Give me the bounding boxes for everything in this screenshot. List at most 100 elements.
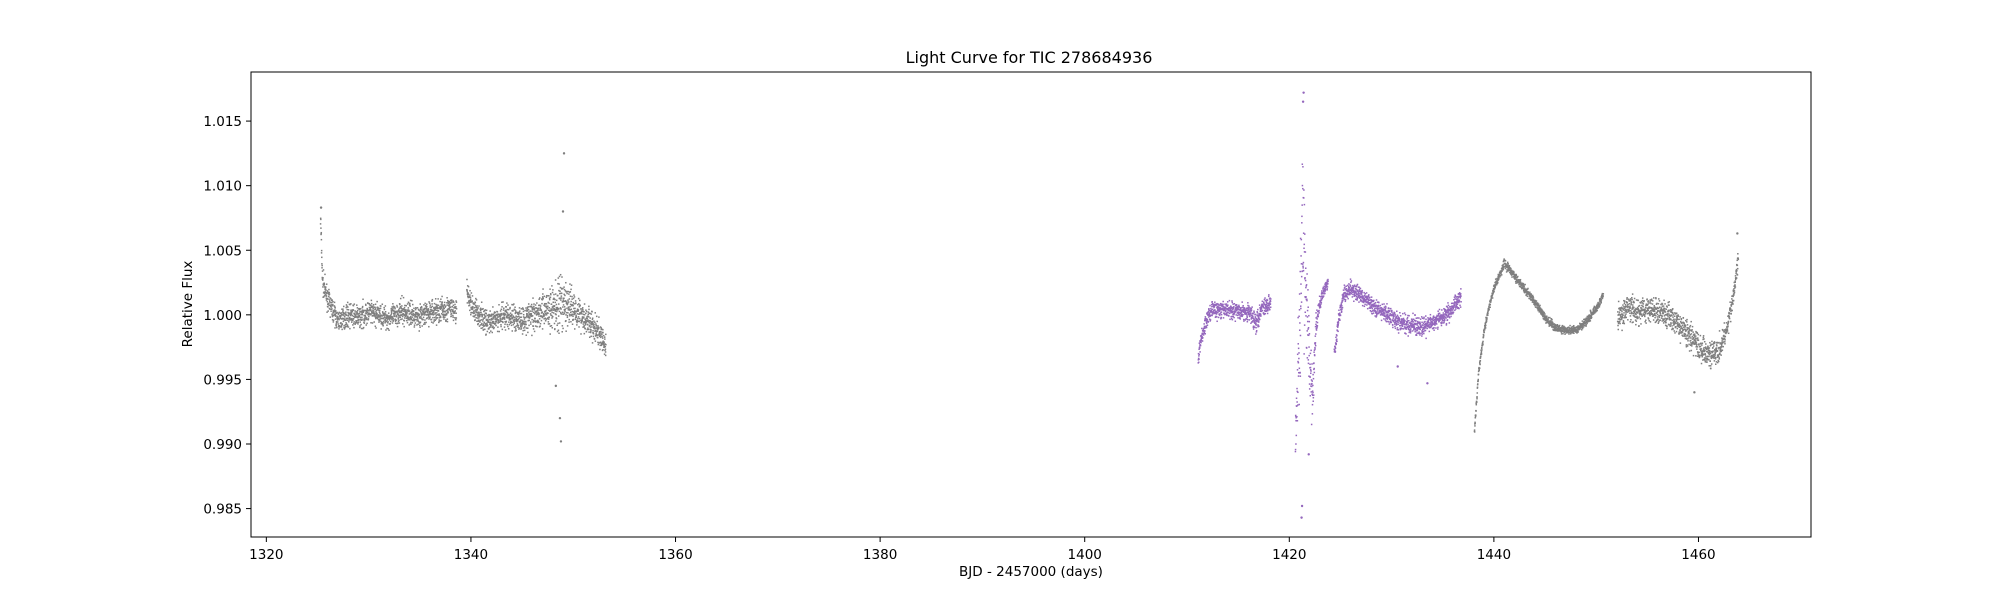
data-point — [581, 313, 583, 315]
data-point — [336, 321, 339, 323]
data-point — [478, 305, 480, 307]
data-point — [1375, 315, 1378, 317]
data-point — [1311, 363, 1313, 365]
data-point — [1476, 401, 1478, 403]
data-point — [1356, 289, 1358, 291]
data-point — [1337, 321, 1340, 323]
data-point — [425, 303, 428, 305]
data-point — [1306, 316, 1309, 318]
data-point — [1405, 322, 1408, 325]
data-point — [428, 318, 430, 320]
data-point — [400, 311, 403, 314]
data-point — [1363, 294, 1366, 297]
data-point — [395, 319, 398, 321]
data-point — [1232, 315, 1234, 318]
data-point — [1318, 307, 1321, 309]
data-point — [452, 304, 455, 307]
data-point — [475, 299, 478, 301]
data-point — [475, 306, 477, 308]
data-point — [360, 319, 362, 321]
data-point — [419, 317, 421, 319]
data-point — [416, 307, 419, 309]
data-point — [477, 307, 479, 309]
data-point — [1417, 327, 1419, 330]
data-point — [430, 306, 433, 309]
data-point — [1422, 330, 1425, 333]
data-point — [1565, 327, 1567, 329]
data-point — [1384, 319, 1387, 321]
data-point — [387, 321, 389, 323]
data-point — [348, 318, 350, 320]
data-point — [1358, 294, 1360, 297]
data-point — [358, 307, 361, 310]
data-point — [565, 311, 568, 314]
data-point — [1258, 312, 1260, 315]
data-point — [467, 292, 469, 294]
data-point — [381, 321, 383, 324]
data-point — [596, 334, 598, 337]
data-point — [558, 332, 560, 334]
data-point — [1246, 315, 1248, 318]
data-point — [500, 314, 502, 316]
data-point — [1568, 328, 1571, 330]
data-point — [424, 323, 426, 325]
data-point — [406, 317, 408, 319]
data-point — [495, 317, 497, 320]
data-point — [1242, 311, 1245, 313]
data-point — [472, 315, 474, 317]
data-point — [1237, 317, 1239, 319]
data-point — [1251, 320, 1254, 323]
data-point — [598, 327, 600, 329]
data-point — [1438, 313, 1440, 316]
data-point — [1335, 334, 1338, 336]
data-point — [377, 318, 380, 321]
data-point — [478, 313, 480, 315]
data-point — [561, 276, 563, 278]
data-point — [472, 312, 475, 315]
data-point — [1552, 329, 1555, 331]
data-point — [1525, 291, 1527, 293]
data-point — [1353, 284, 1356, 286]
data-point — [1219, 312, 1222, 314]
data-point — [492, 325, 494, 328]
data-point — [1383, 303, 1385, 305]
data-point — [1362, 295, 1364, 298]
data-point — [1375, 307, 1378, 309]
data-point — [343, 328, 346, 330]
data-point — [359, 321, 361, 323]
data-point — [1476, 392, 1479, 394]
data-point — [1236, 308, 1238, 310]
data-point — [563, 288, 566, 291]
data-point — [399, 314, 401, 317]
data-point — [451, 302, 453, 304]
data-point — [1442, 317, 1445, 319]
data-point — [566, 303, 569, 306]
data-point — [1532, 301, 1535, 304]
data-point — [1441, 309, 1443, 311]
data-point — [1222, 317, 1225, 319]
data-point — [505, 309, 507, 312]
data-point — [389, 320, 392, 323]
data-point — [1384, 308, 1386, 311]
data-point — [1373, 299, 1375, 302]
data-point — [1477, 380, 1479, 382]
data-point — [603, 353, 606, 355]
data-point — [1314, 325, 1317, 328]
data-point — [538, 313, 541, 315]
data-point — [494, 315, 497, 317]
data-point — [548, 295, 550, 297]
data-point — [555, 303, 558, 306]
data-point — [455, 306, 457, 308]
data-point — [1249, 312, 1252, 314]
data-point — [493, 315, 495, 318]
data-point — [1445, 322, 1448, 325]
data-point — [1424, 322, 1427, 325]
data-point — [583, 325, 585, 327]
data-point — [1548, 322, 1550, 325]
data-point — [1326, 283, 1328, 286]
data-point — [371, 310, 373, 313]
data-point — [566, 307, 568, 310]
data-point — [482, 318, 484, 320]
data-point — [1538, 305, 1541, 308]
data-point — [399, 311, 402, 314]
